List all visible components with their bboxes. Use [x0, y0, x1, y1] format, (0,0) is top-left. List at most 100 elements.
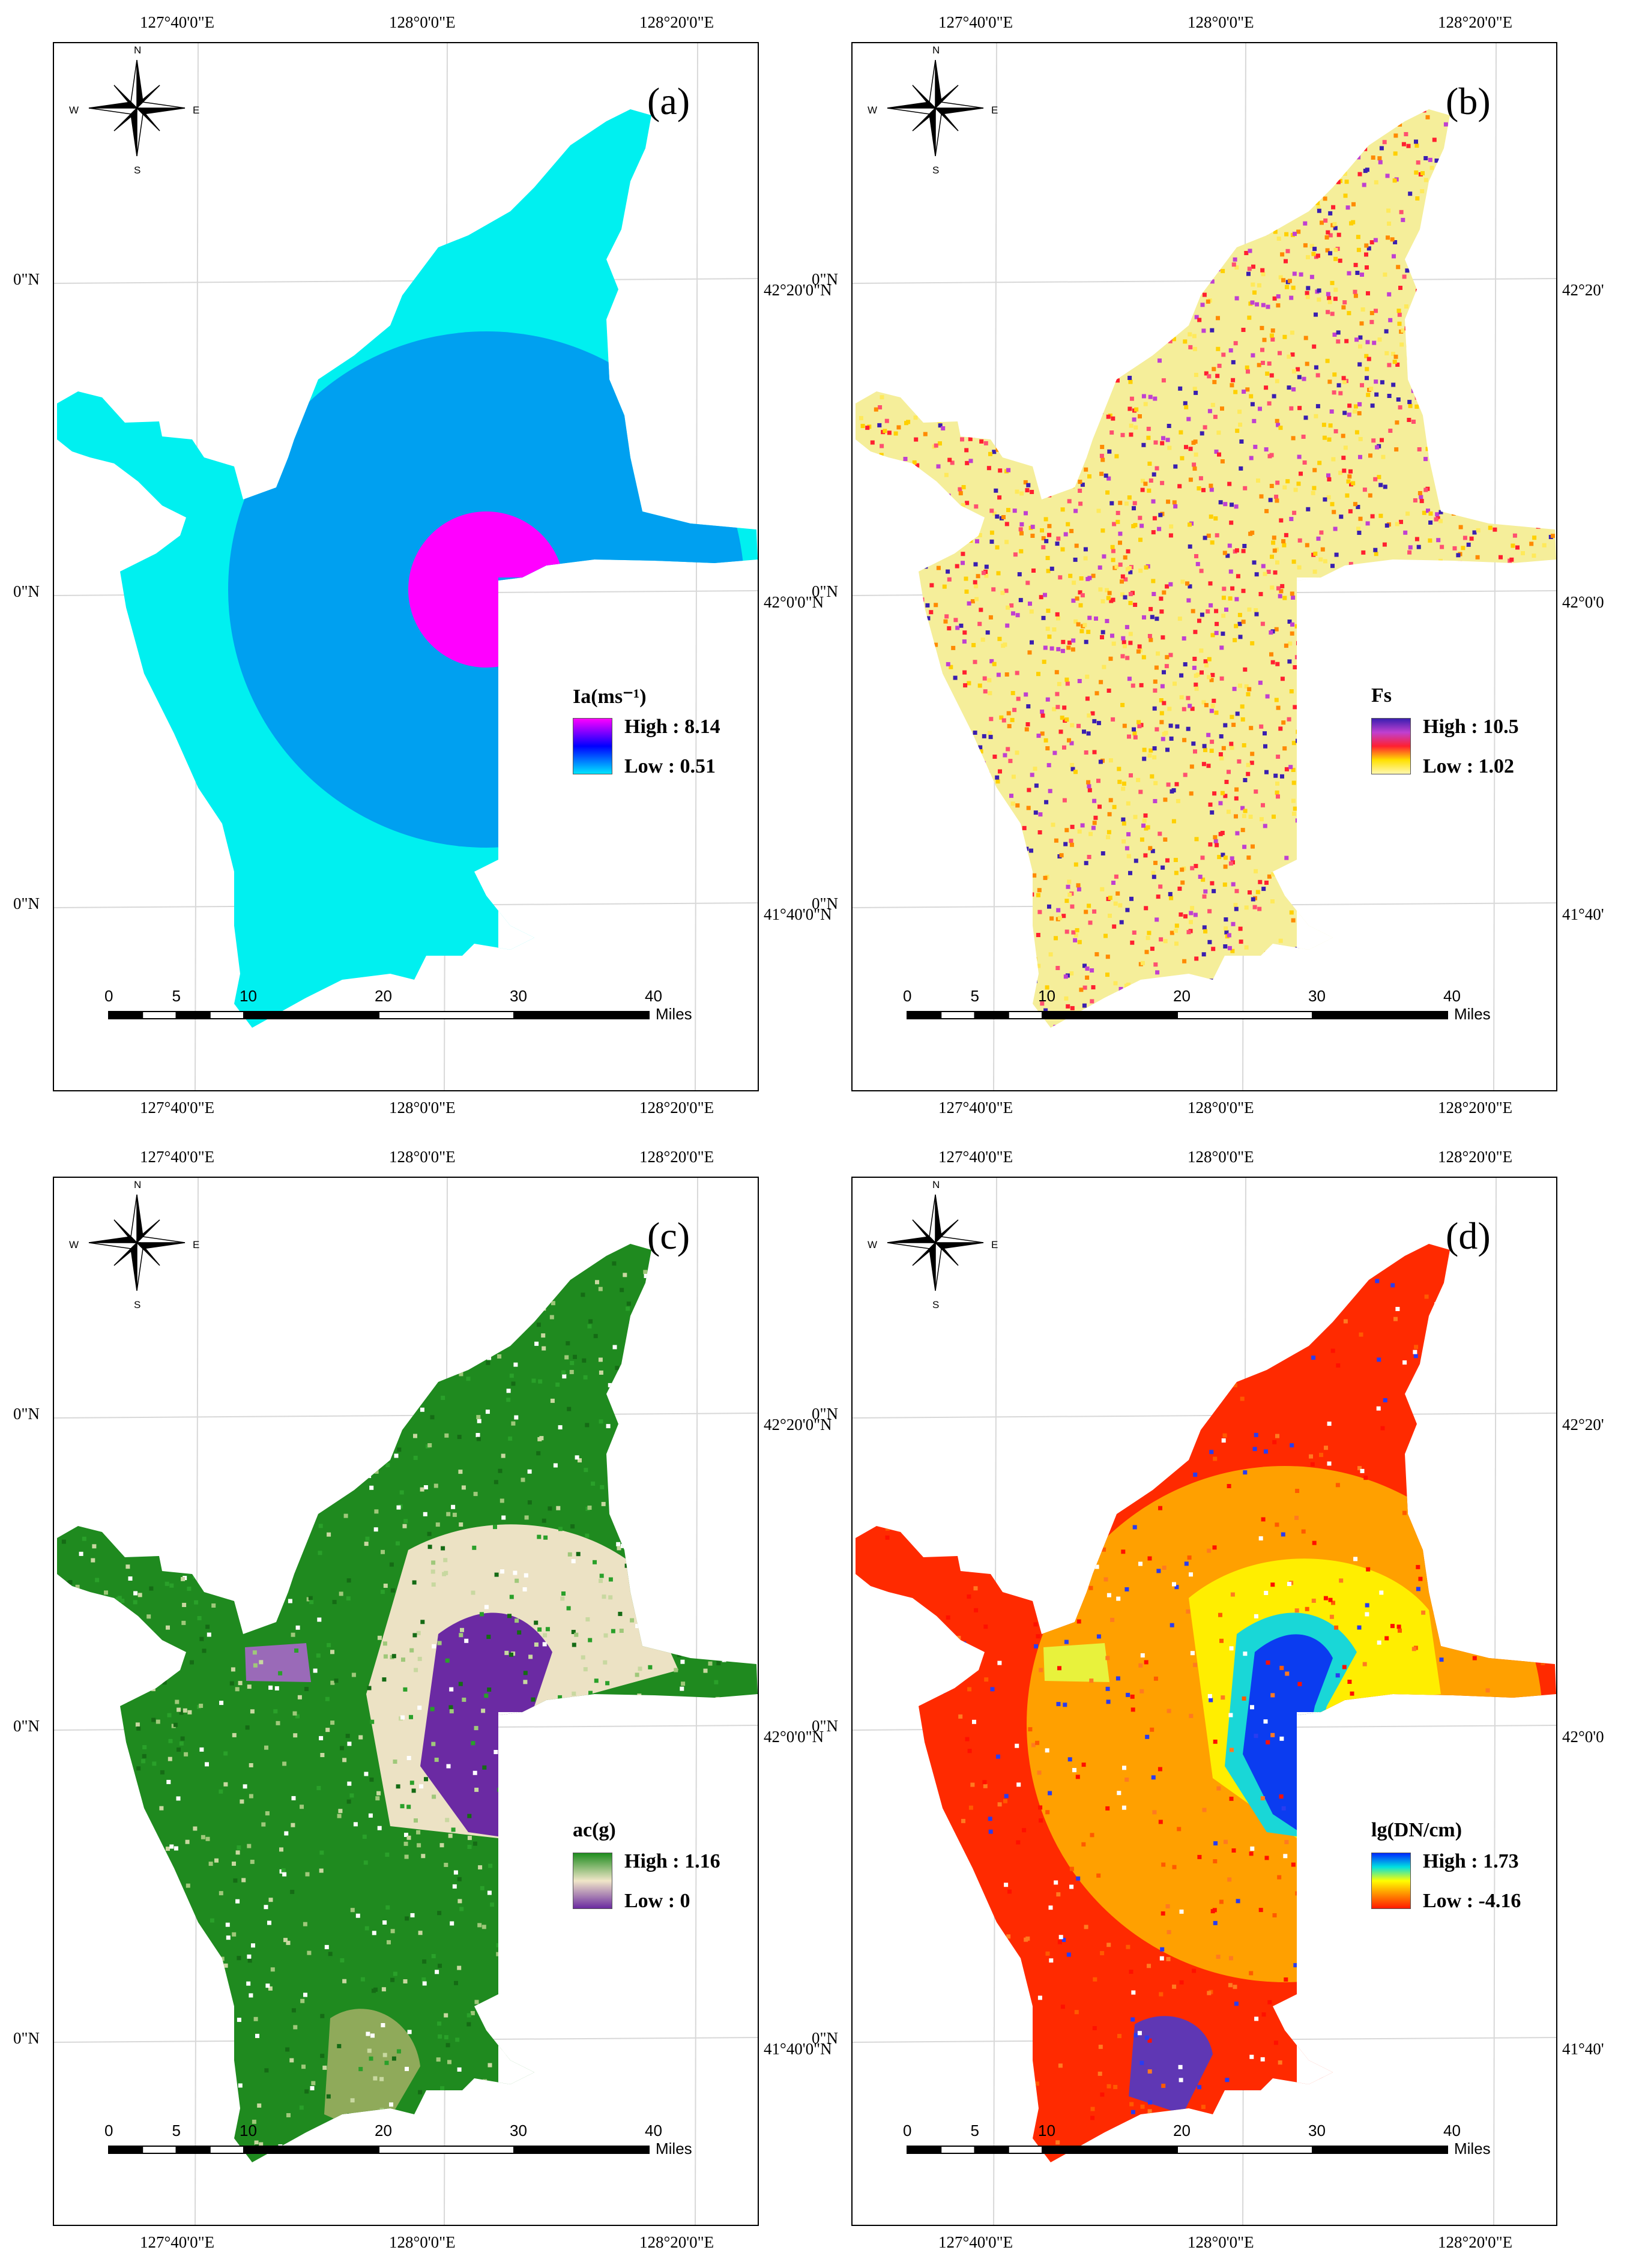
scale-tick-label: 40	[645, 2122, 662, 2140]
scale-tick-label: 30	[1308, 987, 1326, 1005]
latitude-label-right: 41°40'	[1562, 905, 1604, 923]
longitude-label-top: 128°20'0"E	[1438, 13, 1513, 31]
ac-patch	[245, 1643, 311, 1682]
legend-high-label: High : 8.14	[624, 716, 720, 738]
scale-tick-label: 40	[1443, 987, 1461, 1005]
compass-letter-e: E	[991, 1239, 998, 1250]
compass-letter-w: W	[868, 1239, 878, 1250]
latitude-label-left: 0"N	[13, 270, 40, 288]
scale-bar	[907, 1011, 1448, 1019]
compass-letter-n: N	[932, 44, 940, 56]
scale-bar	[108, 2146, 650, 2154]
dn-patch	[1043, 1643, 1109, 1682]
scale-tick-label: 10	[1038, 2122, 1055, 2140]
map-canvas-d	[853, 1178, 1556, 2225]
panel-letter-label: (b)	[1446, 80, 1491, 122]
scale-tick-label: 5	[172, 987, 181, 1005]
latitude-label-left: 0"N	[812, 894, 839, 912]
legend-low-label: Low : 0.51	[624, 755, 716, 777]
scale-tick-label: 20	[1173, 2122, 1191, 2140]
latitude-label-right: 41°40'0"N	[764, 905, 832, 923]
legend-low-label: Low : 0	[624, 1890, 690, 1912]
legend-title: Fs	[1371, 684, 1392, 707]
scale-tick-label: 5	[970, 987, 979, 1005]
longitude-label-bottom: 127°40'0"E	[140, 1099, 215, 1117]
compass-letter-e: E	[193, 1239, 200, 1250]
latitude-label-right: 42°0'0"N	[764, 1728, 824, 1746]
compass-letter-e: E	[193, 104, 200, 116]
longitude-label-bottom: 128°20'0"E	[1438, 2233, 1513, 2251]
latitude-label-left: 0"N	[812, 582, 839, 600]
scale-tick-label: 5	[970, 2122, 979, 2140]
map-panel-a	[53, 42, 759, 1091]
latitude-label-right: 42°20'0"N	[764, 1416, 832, 1434]
longitude-label-top: 127°40'0"E	[140, 13, 215, 31]
latitude-label-left: 0"N	[812, 2029, 839, 2047]
latitude-label-left: 0"N	[812, 1717, 839, 1735]
longitude-label-bottom: 128°0'0"E	[1188, 1099, 1254, 1117]
scale-tick-label: 30	[510, 2122, 527, 2140]
compass-letter-s: S	[932, 164, 940, 176]
longitude-label-bottom: 128°0'0"E	[389, 2233, 456, 2251]
latitude-label-right: 42°0'0"N	[764, 593, 824, 611]
latitude-label-right: 42°0'0	[1562, 593, 1604, 611]
latitude-label-right: 42°20'	[1562, 1416, 1604, 1434]
longitude-label-bottom: 128°20'0"E	[639, 1099, 714, 1117]
scale-tick-label: 30	[510, 987, 527, 1005]
panel-letter-label: (a)	[647, 80, 690, 122]
legend-color-ramp	[573, 718, 612, 774]
latitude-label-right: 42°20'	[1562, 281, 1604, 299]
longitude-label-top: 128°0'0"E	[1188, 13, 1254, 31]
scale-tick-label: 20	[375, 2122, 392, 2140]
scale-tick-label: 0	[903, 987, 912, 1005]
longitude-label-bottom: 127°40'0"E	[938, 1099, 1013, 1117]
compass-rose-icon	[887, 1194, 984, 1291]
scale-tick-label: 10	[1038, 987, 1055, 1005]
scale-tick-label: 30	[1308, 2122, 1326, 2140]
map-panel-b	[851, 42, 1557, 1091]
longitude-label-top: 128°0'0"E	[389, 13, 456, 31]
legend-title: lg(DN/cm)	[1371, 1819, 1462, 1841]
latitude-label-left: 0"N	[13, 894, 40, 912]
scale-unit-label: Miles	[1454, 2140, 1491, 2158]
legend-color-ramp	[1371, 1853, 1411, 1909]
scale-tick-label: 40	[645, 987, 662, 1005]
compass-letter-n: N	[134, 1179, 142, 1190]
latitude-label-left: 0"N	[13, 582, 40, 600]
panel-letter-label: (c)	[647, 1214, 690, 1257]
map-canvas-b	[853, 43, 1556, 1090]
latitude-label-right: 41°40'	[1562, 2040, 1604, 2058]
latitude-label-right: 42°0'0	[1562, 1728, 1604, 1746]
latitude-label-left: 0"N	[13, 1717, 40, 1735]
longitude-label-top: 127°40'0"E	[938, 13, 1013, 31]
legend-color-ramp	[1371, 718, 1411, 774]
compass-rose-icon	[887, 59, 984, 157]
compass-letter-s: S	[134, 1299, 141, 1310]
legend-high-label: High : 1.16	[624, 1850, 720, 1872]
latitude-label-right: 42°20'0"N	[764, 281, 832, 299]
map-canvas-c	[54, 1178, 758, 2225]
map-panel-c	[53, 1177, 759, 2226]
compass-letter-s: S	[932, 1299, 940, 1310]
scale-tick-label: 0	[104, 987, 113, 1005]
scale-tick-label: 0	[104, 2122, 113, 2140]
legend-color-ramp	[573, 1853, 612, 1909]
longitude-label-top: 128°0'0"E	[389, 1148, 456, 1166]
compass-letter-w: W	[69, 1239, 79, 1250]
longitude-label-bottom: 128°20'0"E	[1438, 1099, 1513, 1117]
longitude-label-top: 128°20'0"E	[1438, 1148, 1513, 1166]
longitude-label-bottom: 127°40'0"E	[140, 2233, 215, 2251]
longitude-label-bottom: 128°0'0"E	[389, 1099, 456, 1117]
compass-letter-w: W	[868, 104, 878, 116]
ac-south-mix	[324, 2009, 420, 2138]
scale-tick-label: 5	[172, 2122, 181, 2140]
compass-letter-w: W	[69, 104, 79, 116]
latitude-label-left: 0"N	[812, 1405, 839, 1423]
latitude-label-left: 0"N	[13, 2029, 40, 2047]
legend-title: Ia(ms⁻¹)	[573, 686, 647, 708]
legend-low-label: Low : 1.02	[1423, 755, 1515, 777]
longitude-label-bottom: 127°40'0"E	[938, 2233, 1013, 2251]
compass-rose-icon	[88, 1194, 186, 1291]
longitude-label-bottom: 128°20'0"E	[639, 2233, 714, 2251]
legend-low-label: Low : -4.16	[1423, 1890, 1521, 1912]
